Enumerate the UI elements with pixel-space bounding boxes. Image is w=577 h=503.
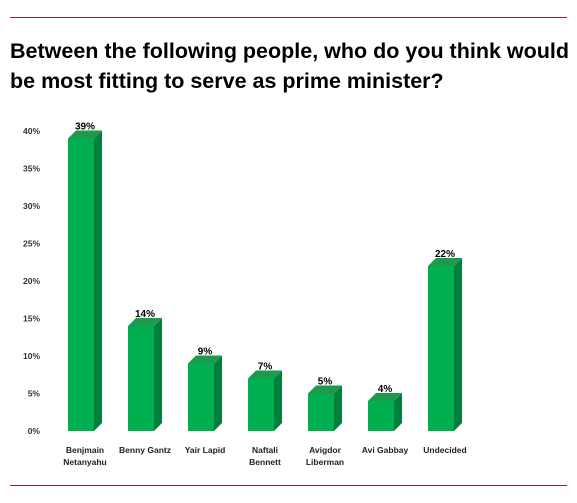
bar-front-face — [308, 393, 334, 431]
y-axis: 0% 5% 10% 15% 20% 25% 30% 35% 40% — [23, 126, 40, 436]
x-tick-label: Avi Gabbay — [362, 445, 409, 455]
x-tick-label: Avigdor Liberman — [306, 445, 344, 467]
y-tick-label: 40% — [23, 126, 40, 136]
bar-top-face — [188, 355, 222, 364]
bar-front-face — [188, 363, 214, 431]
bar-side-face — [394, 393, 402, 431]
y-tick-label: 15% — [23, 314, 40, 324]
bar-top-face — [248, 370, 282, 379]
bar-top-face — [308, 385, 342, 394]
data-label: 5% — [318, 377, 333, 388]
y-tick-label: 20% — [23, 276, 40, 286]
y-tick-label: 35% — [23, 164, 40, 174]
data-label: 4% — [378, 384, 393, 395]
bar-front-face — [128, 326, 154, 431]
bar-front-face — [428, 266, 454, 431]
y-tick-label: 5% — [28, 389, 41, 399]
data-label: 14% — [135, 309, 155, 320]
bar — [128, 318, 162, 431]
x-tick-label: Benjmain Netanyahu — [63, 445, 106, 467]
data-label: 9% — [198, 347, 213, 358]
bar-top-face — [68, 130, 102, 139]
bar-top-face — [428, 258, 462, 266]
y-tick-label: 0% — [28, 426, 41, 436]
bar — [428, 258, 462, 431]
x-tick-label: Yair Lapid — [185, 445, 226, 455]
bar — [308, 385, 342, 431]
bar-side-face — [454, 258, 462, 431]
data-label: 22% — [435, 249, 455, 260]
data-label: 39% — [75, 122, 95, 133]
bar-side-face — [154, 318, 162, 431]
bar — [188, 355, 222, 431]
bar — [68, 130, 102, 431]
chart-title: Between the following people, who do you… — [10, 39, 569, 93]
bar-front-face — [368, 401, 394, 431]
bottom-rule — [10, 485, 567, 486]
bar-top-face — [368, 393, 402, 401]
y-tick-label: 30% — [23, 201, 40, 211]
bar-side-face — [94, 130, 102, 431]
data-label: 7% — [258, 362, 273, 373]
bar-side-face — [334, 385, 342, 431]
x-tick-label: Benny Gantz — [119, 445, 171, 455]
bar-side-face — [214, 355, 222, 431]
x-axis: Benjmain Netanyahu Benny Gantz Yair Lapid Na… — [63, 445, 466, 467]
bar-top-face — [128, 318, 162, 326]
y-tick-label: 10% — [23, 351, 40, 361]
value-labels-group: 39% 14% 9% 7% 5% 4% 22% — [75, 122, 455, 396]
bar — [368, 393, 402, 431]
x-tick-label: Undecided — [423, 445, 466, 455]
bar — [248, 370, 282, 431]
bar-front-face — [68, 138, 94, 431]
x-tick-label: Naftali Bennett — [249, 445, 281, 467]
bars-group — [68, 130, 462, 431]
y-tick-label: 25% — [23, 239, 40, 249]
bar-front-face — [248, 378, 274, 431]
bar-side-face — [274, 370, 282, 431]
top-rule — [10, 17, 567, 18]
